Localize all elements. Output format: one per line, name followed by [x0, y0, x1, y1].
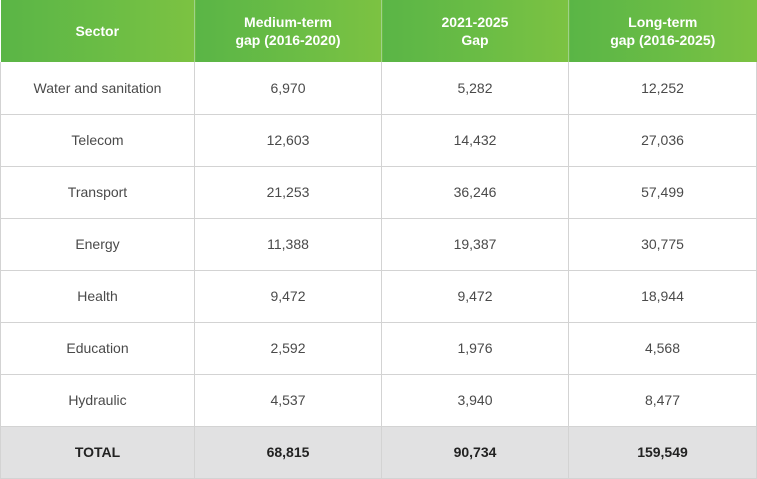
sector-cell: Telecom: [0, 114, 195, 167]
total-2021-2025-gap-cell: 90,734: [381, 426, 569, 479]
header-sector: Sector: [0, 0, 195, 62]
header-medium-term-gap: Medium-term gap (2016-2020): [194, 0, 382, 62]
table-row: Energy 11,388 19,387 30,775: [0, 218, 757, 271]
header-sector-line-1: Sector: [75, 23, 120, 39]
table-row: Transport 21,253 36,246 57,499: [0, 166, 757, 219]
gap-2021-2025-cell: 5,282: [381, 62, 569, 115]
medium-term-gap-cell: 9,472: [194, 270, 382, 323]
long-term-gap-cell: 4,568: [568, 322, 757, 375]
long-term-gap-cell: 8,477: [568, 374, 757, 427]
long-term-gap-cell: 57,499: [568, 166, 757, 219]
header-2021-2025-line-1: 2021-2025: [441, 14, 509, 30]
long-term-gap-cell: 12,252: [568, 62, 757, 115]
total-medium-term-gap-cell: 68,815: [194, 426, 382, 479]
long-term-gap-cell: 18,944: [568, 270, 757, 323]
total-long-term-gap-cell: 159,549: [568, 426, 757, 479]
table-row: Telecom 12,603 14,432 27,036: [0, 114, 757, 167]
medium-term-gap-cell: 21,253: [194, 166, 382, 219]
total-label-cell: TOTAL: [0, 426, 195, 479]
long-term-gap-cell: 27,036: [568, 114, 757, 167]
gap-2021-2025-cell: 9,472: [381, 270, 569, 323]
header-2021-2025-gap: 2021-2025 Gap: [381, 0, 569, 62]
sector-cell: Education: [0, 322, 195, 375]
gap-2021-2025-cell: 14,432: [381, 114, 569, 167]
table-row: Hydraulic 4,537 3,940 8,477: [0, 374, 757, 427]
gap-2021-2025-cell: 3,940: [381, 374, 569, 427]
table-row: Education 2,592 1,976 4,568: [0, 322, 757, 375]
medium-term-gap-cell: 2,592: [194, 322, 382, 375]
sector-cell: Hydraulic: [0, 374, 195, 427]
medium-term-gap-cell: 11,388: [194, 218, 382, 271]
table-header: Sector Medium-term gap (2016-2020) 2021-…: [0, 0, 757, 62]
gap-2021-2025-cell: 1,976: [381, 322, 569, 375]
gap-2021-2025-cell: 19,387: [381, 218, 569, 271]
table-row: Water and sanitation 6,970 5,282 12,252: [0, 62, 757, 115]
sector-cell: Transport: [0, 166, 195, 219]
header-long-term-gap: Long-term gap (2016-2025): [568, 0, 757, 62]
header-2021-2025-line-2: Gap: [461, 32, 489, 48]
header-medium-term-line-2: gap (2016-2020): [235, 32, 341, 48]
sector-cell: Energy: [0, 218, 195, 271]
header-medium-term-line-1: Medium-term: [244, 14, 332, 30]
medium-term-gap-cell: 6,970: [194, 62, 382, 115]
long-term-gap-cell: 30,775: [568, 218, 757, 271]
medium-term-gap-cell: 12,603: [194, 114, 382, 167]
sector-cell: Health: [0, 270, 195, 323]
header-long-term-line-1: Long-term: [628, 14, 698, 30]
medium-term-gap-cell: 4,537: [194, 374, 382, 427]
header-row: Sector Medium-term gap (2016-2020) 2021-…: [0, 0, 757, 62]
gap-2021-2025-cell: 36,246: [381, 166, 569, 219]
header-long-term-line-2: gap (2016-2025): [610, 32, 716, 48]
sector-cell: Water and sanitation: [0, 62, 195, 115]
table-body: Water and sanitation 6,970 5,282 12,252 …: [0, 62, 757, 479]
total-row: TOTAL 68,815 90,734 159,549: [0, 426, 757, 479]
table-row: Health 9,472 9,472 18,944: [0, 270, 757, 323]
